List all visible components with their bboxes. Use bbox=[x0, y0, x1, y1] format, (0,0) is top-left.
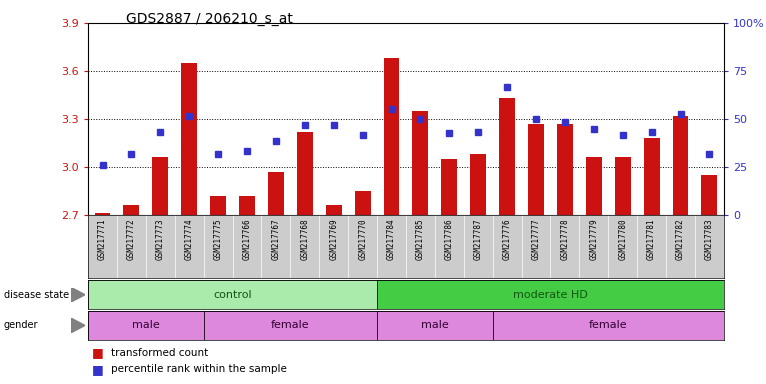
Text: male: male bbox=[421, 320, 449, 331]
Bar bbox=[493, 311, 724, 340]
Bar bbox=[586, 157, 602, 215]
Bar bbox=[239, 196, 255, 215]
Bar bbox=[615, 157, 630, 215]
Bar bbox=[441, 159, 457, 215]
Text: disease state: disease state bbox=[4, 290, 69, 300]
Text: GSM217770: GSM217770 bbox=[358, 218, 367, 260]
Bar bbox=[204, 311, 377, 340]
Text: transformed count: transformed count bbox=[111, 348, 208, 358]
Bar bbox=[182, 63, 197, 215]
Bar bbox=[643, 138, 660, 215]
Text: GSM217766: GSM217766 bbox=[243, 218, 251, 260]
Text: gender: gender bbox=[4, 320, 38, 331]
Polygon shape bbox=[71, 318, 85, 333]
Text: control: control bbox=[213, 290, 252, 300]
Text: GSM217769: GSM217769 bbox=[329, 218, 339, 260]
Bar bbox=[528, 124, 544, 215]
Polygon shape bbox=[71, 288, 85, 302]
Bar bbox=[702, 175, 718, 215]
Bar bbox=[268, 172, 284, 215]
Text: GSM217771: GSM217771 bbox=[98, 218, 107, 260]
Text: GSM217776: GSM217776 bbox=[502, 218, 512, 260]
Text: GSM217779: GSM217779 bbox=[589, 218, 598, 260]
Bar bbox=[377, 311, 493, 340]
Bar bbox=[88, 311, 204, 340]
Bar bbox=[557, 124, 573, 215]
Bar bbox=[210, 196, 226, 215]
Bar bbox=[355, 191, 371, 215]
Bar bbox=[412, 111, 428, 215]
Text: GSM217780: GSM217780 bbox=[618, 218, 627, 260]
Text: GSM217785: GSM217785 bbox=[416, 218, 425, 260]
Bar bbox=[384, 58, 400, 215]
Text: GSM217773: GSM217773 bbox=[155, 218, 165, 260]
Bar bbox=[470, 154, 486, 215]
Text: GSM217774: GSM217774 bbox=[185, 218, 194, 260]
Bar bbox=[377, 280, 724, 309]
Text: female: female bbox=[271, 320, 309, 331]
Text: GSM217768: GSM217768 bbox=[300, 218, 309, 260]
Text: GSM217782: GSM217782 bbox=[676, 218, 685, 260]
Text: GSM217783: GSM217783 bbox=[705, 218, 714, 260]
Text: GSM217781: GSM217781 bbox=[647, 218, 656, 260]
Text: GSM217786: GSM217786 bbox=[445, 218, 453, 260]
Text: GSM217775: GSM217775 bbox=[214, 218, 223, 260]
Text: GSM217772: GSM217772 bbox=[127, 218, 136, 260]
Text: GSM217767: GSM217767 bbox=[271, 218, 280, 260]
Bar bbox=[88, 280, 377, 309]
Text: GSM217787: GSM217787 bbox=[473, 218, 483, 260]
Bar bbox=[326, 205, 342, 215]
Bar bbox=[673, 116, 689, 215]
Text: ■: ■ bbox=[92, 363, 103, 376]
Text: female: female bbox=[589, 320, 627, 331]
Text: moderate HD: moderate HD bbox=[513, 290, 588, 300]
Bar bbox=[123, 205, 139, 215]
Text: GSM217784: GSM217784 bbox=[387, 218, 396, 260]
Text: GDS2887 / 206210_s_at: GDS2887 / 206210_s_at bbox=[126, 12, 293, 25]
Bar bbox=[499, 98, 515, 215]
Text: GSM217777: GSM217777 bbox=[532, 218, 541, 260]
Text: percentile rank within the sample: percentile rank within the sample bbox=[111, 364, 287, 374]
Text: male: male bbox=[132, 320, 160, 331]
Text: GSM217778: GSM217778 bbox=[561, 218, 569, 260]
Bar bbox=[94, 214, 110, 215]
Text: ■: ■ bbox=[92, 346, 103, 359]
Bar bbox=[297, 132, 313, 215]
Bar bbox=[152, 157, 169, 215]
